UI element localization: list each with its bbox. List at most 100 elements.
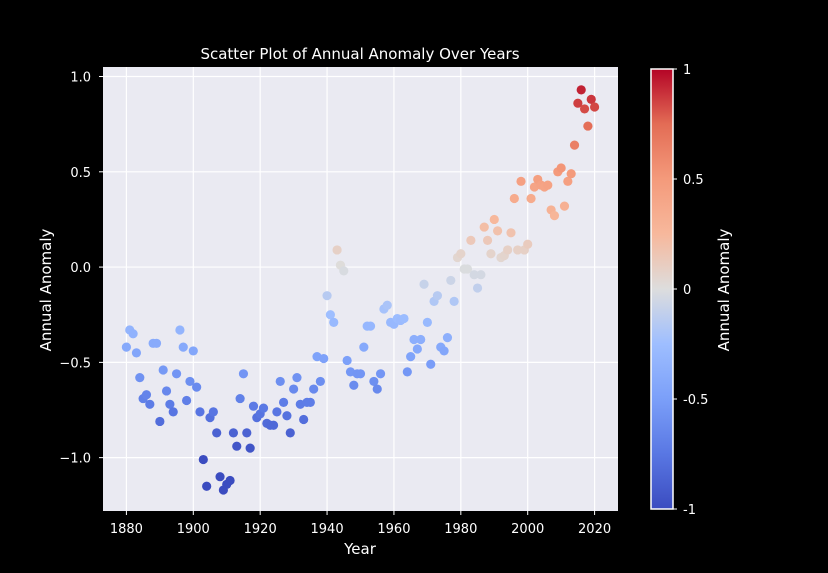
x-tick-label: 1980 bbox=[444, 522, 477, 537]
data-point bbox=[195, 407, 205, 417]
data-point bbox=[365, 321, 376, 331]
data-point bbox=[516, 176, 526, 186]
data-point bbox=[128, 329, 138, 339]
y-axis-label: Annual Anomaly bbox=[37, 229, 55, 352]
data-point bbox=[412, 344, 422, 354]
data-point bbox=[476, 270, 486, 280]
y-tick-label: −1.0 bbox=[59, 452, 91, 467]
data-point bbox=[212, 428, 222, 438]
data-point bbox=[579, 104, 590, 114]
data-point bbox=[576, 85, 586, 95]
data-point bbox=[486, 249, 496, 259]
data-point bbox=[573, 98, 583, 108]
data-point bbox=[369, 376, 379, 387]
data-point bbox=[238, 369, 249, 379]
x-tick-label: 2000 bbox=[511, 522, 544, 537]
plot-area bbox=[103, 67, 618, 511]
data-point bbox=[382, 300, 392, 310]
data-point bbox=[185, 376, 195, 387]
data-point bbox=[215, 472, 225, 482]
data-point bbox=[165, 399, 175, 409]
data-point bbox=[325, 310, 335, 320]
colorbar-tick-label: -0.5 bbox=[683, 393, 708, 408]
data-point bbox=[315, 376, 325, 387]
data-point bbox=[523, 239, 533, 249]
data-point bbox=[556, 163, 566, 173]
data-point bbox=[509, 193, 519, 204]
data-point bbox=[208, 407, 218, 417]
data-point bbox=[526, 193, 536, 204]
data-point bbox=[141, 390, 152, 400]
data-point bbox=[178, 342, 188, 352]
data-points bbox=[121, 85, 600, 495]
data-point bbox=[589, 102, 600, 112]
data-point bbox=[506, 228, 516, 238]
data-point bbox=[472, 283, 483, 293]
data-point bbox=[409, 334, 419, 345]
data-point bbox=[549, 211, 560, 221]
data-point bbox=[456, 249, 466, 259]
data-point bbox=[439, 346, 449, 356]
data-point bbox=[171, 369, 182, 379]
data-point bbox=[232, 441, 242, 451]
x-tick-label: 2020 bbox=[578, 522, 611, 537]
colorbar-ticks: -1 -0.5 0 0.5 1 bbox=[673, 63, 708, 518]
data-point bbox=[289, 384, 299, 394]
data-point bbox=[245, 443, 255, 453]
data-point bbox=[372, 384, 382, 394]
data-point bbox=[319, 353, 329, 364]
colorbar-tick-label: 0 bbox=[683, 283, 691, 298]
data-point bbox=[248, 401, 259, 411]
data-point bbox=[305, 397, 315, 407]
colorbar-tick-label: 0.5 bbox=[683, 173, 704, 188]
data-point bbox=[566, 169, 576, 179]
data-point bbox=[278, 397, 289, 407]
x-axis-ticks: 1880 1900 1920 1940 1960 1980 2000 2020 bbox=[110, 511, 611, 537]
data-point bbox=[342, 355, 352, 366]
data-point bbox=[543, 180, 553, 190]
colorbar-label: Annual Anomaly bbox=[715, 229, 733, 352]
data-point bbox=[489, 214, 499, 225]
data-point bbox=[402, 367, 412, 377]
data-point bbox=[513, 245, 523, 255]
colorbar-tick-label: 1 bbox=[683, 63, 691, 78]
data-point bbox=[482, 235, 493, 246]
data-point bbox=[442, 332, 453, 343]
y-tick-label: 1.0 bbox=[70, 71, 91, 86]
data-point bbox=[258, 403, 269, 413]
data-point bbox=[121, 342, 132, 352]
data-point bbox=[322, 291, 332, 301]
data-point bbox=[155, 416, 165, 427]
y-tick-label: 0.0 bbox=[70, 261, 91, 276]
x-axis-label: Year bbox=[343, 540, 377, 558]
y-tick-label: −0.5 bbox=[59, 356, 91, 371]
data-point bbox=[419, 279, 429, 289]
data-point bbox=[131, 348, 142, 358]
y-axis-ticks: −1.0 −0.5 0.0 0.5 1.0 bbox=[59, 71, 103, 467]
data-point bbox=[406, 352, 416, 362]
data-point bbox=[198, 454, 208, 465]
data-point bbox=[282, 411, 292, 421]
data-point bbox=[569, 140, 580, 150]
data-point bbox=[466, 235, 476, 246]
data-point bbox=[275, 376, 285, 387]
data-point bbox=[426, 359, 436, 369]
data-point bbox=[145, 399, 155, 409]
data-point bbox=[135, 373, 145, 383]
data-point bbox=[225, 475, 235, 486]
x-tick-label: 1880 bbox=[110, 522, 143, 537]
data-point bbox=[182, 395, 192, 406]
data-point bbox=[446, 275, 456, 286]
data-point bbox=[432, 291, 443, 301]
data-point bbox=[161, 386, 172, 396]
data-point bbox=[493, 226, 503, 236]
data-point bbox=[469, 270, 479, 280]
data-point bbox=[559, 201, 570, 211]
data-point bbox=[158, 365, 168, 375]
data-point bbox=[151, 338, 162, 348]
data-point bbox=[272, 407, 282, 417]
data-point bbox=[192, 382, 202, 392]
data-point bbox=[462, 264, 473, 274]
data-point bbox=[228, 428, 239, 438]
